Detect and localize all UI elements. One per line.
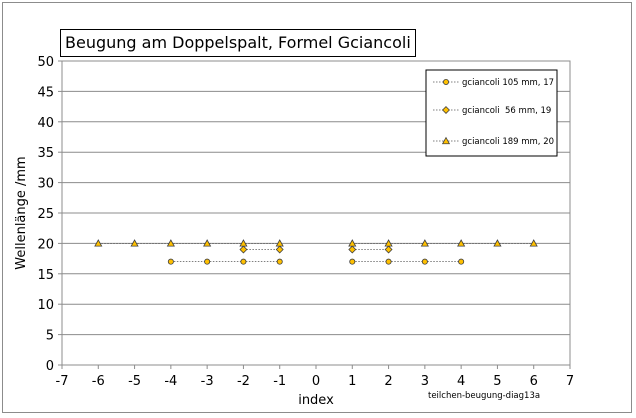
- chart-title: Beugung am Doppelspalt, Formel Gciancoli: [60, 29, 416, 57]
- data-point: [420, 239, 429, 247]
- data-point: [385, 258, 392, 265]
- legend-marker: [442, 79, 449, 86]
- series-1: [167, 258, 465, 265]
- x-tick-label: 1: [348, 374, 356, 389]
- y-tick-label: 45: [37, 85, 54, 100]
- data-point: [204, 258, 211, 265]
- y-tick-label: 5: [46, 329, 54, 344]
- series-2: [239, 245, 393, 254]
- legend-entry-1: gciancoli 105 mm, 17: [433, 78, 554, 88]
- data-point: [384, 239, 393, 247]
- x-tick-label: -6: [92, 374, 105, 389]
- x-tick-label: 3: [421, 374, 429, 389]
- data-point: [275, 245, 284, 254]
- legend-entry-2: gciancoli 56 mm, 19: [433, 106, 551, 116]
- x-axis-label: index: [298, 393, 334, 408]
- data-point: [276, 258, 283, 265]
- y-tick-label: 40: [37, 116, 54, 131]
- y-tick-label: 20: [37, 237, 54, 252]
- y-tick-label: 15: [37, 268, 54, 283]
- x-tick-label: 2: [384, 374, 392, 389]
- data-point: [458, 258, 465, 265]
- x-tick-label: -5: [128, 374, 141, 389]
- data-point: [94, 239, 103, 247]
- legend: gciancoli 105 mm, 17 gciancoli 56 mm, 19 g…: [425, 69, 558, 157]
- series-group: [94, 239, 538, 265]
- data-point: [384, 245, 393, 254]
- x-tick-label: 6: [530, 374, 538, 389]
- x-tick-label: -3: [201, 374, 214, 389]
- data-point: [348, 239, 357, 247]
- x-tick-label: 7: [566, 374, 574, 389]
- x-tick-label: -4: [164, 374, 177, 389]
- x-tick-label: 0: [312, 374, 320, 389]
- x-tick-label: -7: [56, 374, 69, 389]
- legend-items: gciancoli 105 mm, 17 gciancoli 56 mm, 19 g…: [433, 78, 554, 147]
- chart-caption: teilchen-beugung-diag13a: [428, 391, 540, 401]
- data-point: [493, 239, 502, 247]
- data-point: [239, 245, 248, 254]
- series-3: [94, 239, 538, 247]
- data-point: [166, 239, 175, 247]
- y-axis-label: Wellenlänge /mm: [14, 156, 29, 269]
- data-point: [240, 258, 247, 265]
- legend-marker: [441, 136, 451, 145]
- data-point: [275, 239, 284, 247]
- data-point: [421, 258, 428, 265]
- x-tick-label: 5: [493, 374, 501, 389]
- legend-label: gciancoli 189 mm, 20: [462, 137, 554, 147]
- y-tick-label: 10: [37, 298, 54, 313]
- data-point: [167, 258, 174, 265]
- data-point: [348, 245, 357, 254]
- data-point: [349, 258, 356, 265]
- x-tick-label: -2: [237, 374, 250, 389]
- legend-entry-3: gciancoli 189 mm, 20: [433, 136, 554, 147]
- data-point: [203, 239, 212, 247]
- legend-label: gciancoli 56 mm, 19: [462, 106, 551, 116]
- y-tick-label: 30: [37, 177, 54, 192]
- data-point: [529, 239, 538, 247]
- x-tick-label: -1: [273, 374, 286, 389]
- y-tick-label: 25: [37, 207, 54, 222]
- x-tick-label: 4: [457, 374, 465, 389]
- legend-label: gciancoli 105 mm, 17: [462, 78, 554, 88]
- y-tick-label: 0: [46, 359, 54, 374]
- data-point: [239, 239, 248, 247]
- y-tick-label: 50: [37, 55, 54, 70]
- legend-marker: [442, 106, 450, 114]
- data-point: [457, 239, 466, 247]
- y-tick-label: 35: [37, 146, 54, 161]
- data-point: [130, 239, 139, 247]
